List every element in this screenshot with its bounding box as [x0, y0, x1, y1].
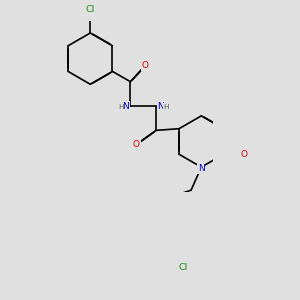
- Text: Cl: Cl: [86, 5, 95, 14]
- Text: Cl: Cl: [179, 263, 188, 272]
- Text: N: N: [122, 101, 129, 110]
- Text: O: O: [241, 150, 248, 159]
- Text: H: H: [118, 104, 123, 110]
- Text: N: N: [158, 101, 164, 110]
- Text: H: H: [163, 104, 169, 110]
- Text: N: N: [198, 164, 205, 173]
- Text: O: O: [142, 61, 149, 70]
- Text: O: O: [133, 140, 140, 149]
